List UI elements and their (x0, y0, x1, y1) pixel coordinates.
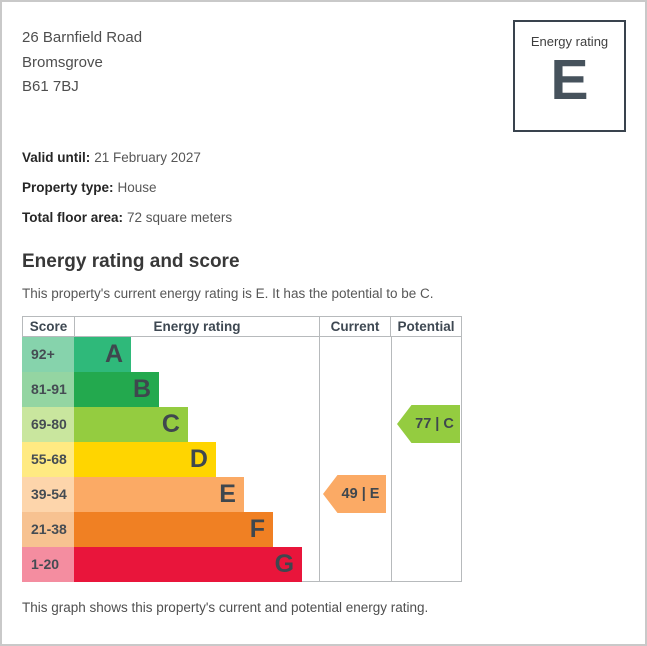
epc-band-bar-c: C (74, 406, 188, 442)
header-score: Score (29, 318, 68, 334)
epc-band-letter: E (219, 479, 236, 508)
epc-band-bar-g: G (74, 546, 303, 582)
detail-floor-area: Total floor area: 72 square meters (22, 210, 626, 226)
epc-band-letter: A (105, 339, 124, 368)
energy-rating-box-value: E (550, 48, 589, 112)
epc-bar-track: E (74, 476, 320, 512)
epc-band-letter: B (133, 374, 152, 403)
epc-band-letter: G (274, 549, 295, 578)
epc-band-row: 69-80 C (22, 406, 461, 442)
potential-column-divider (391, 336, 392, 581)
detail-label: Total floor area: (22, 209, 124, 225)
epc-band-letter: D (189, 444, 208, 473)
header-current: Current (319, 316, 390, 336)
detail-value: 72 square meters (127, 209, 233, 225)
epc-band-row: 39-54 E (22, 476, 461, 512)
epc-score-cell: 21-38 (22, 511, 74, 547)
epc-band-row: 81-91 B (22, 371, 461, 407)
detail-value: House (117, 179, 157, 195)
epc-band-row: 92+ A (22, 336, 461, 372)
epc-bar-track: A (74, 336, 320, 372)
epc-score-cell: 1-20 (22, 546, 74, 582)
key-details: Valid until: 21 February 2027 Property ty… (22, 150, 626, 226)
energy-rating-box-label: Energy rating (530, 34, 609, 49)
current-rating-arrow: 49 | E (323, 475, 386, 513)
epc-band-bar-d: D (74, 441, 216, 477)
detail-valid-until: Valid until: 21 February 2027 (22, 150, 626, 166)
section-description: This property's current energy rating is… (22, 285, 434, 301)
property-address: 26 Barnfield Road Bromsgrove B61 7BJ (22, 2, 626, 100)
epc-band-row: 1-20 G (22, 546, 461, 582)
epc-band-letter: F (249, 514, 265, 543)
epc-band-bar-a: A (74, 336, 132, 372)
epc-band-letter: C (161, 409, 180, 438)
epc-band-bar-b: B (74, 371, 160, 407)
chart-caption: This graph shows this property's current… (22, 599, 429, 615)
epc-bar-track: G (74, 546, 320, 582)
epc-band-bar-e: E (74, 476, 244, 512)
section-title: Energy rating and score (22, 250, 240, 272)
potential-rating-arrow: 77 | C (397, 405, 460, 443)
epc-score-cell: 39-54 (22, 476, 74, 512)
epc-chart-header: Score Energy rating Current Potential (22, 315, 462, 337)
detail-label: Property type: (22, 179, 114, 195)
energy-rating-box: Energy rating E (513, 20, 626, 132)
epc-score-cell: 69-80 (22, 406, 74, 442)
address-line-3: B61 7BJ (22, 78, 79, 95)
epc-bar-track: C (74, 406, 320, 442)
epc-bar-track: D (74, 441, 320, 477)
epc-bar-track: B (74, 371, 320, 407)
epc-band-row: 21-38 F (22, 511, 461, 547)
address-line-2: Bromsgrove (22, 53, 103, 71)
epc-chart-body: 92+ A 81-91 B 69-80 C 55-68 D 39-54 E 21-38 F 1-20 G 4… (22, 336, 462, 582)
detail-label: Valid until: (22, 149, 91, 165)
header-energy-rating: Energy rating (74, 316, 319, 336)
epc-score-cell: 92+ (22, 336, 74, 372)
detail-property-type: Property type: House (22, 180, 626, 196)
epc-bar-track: F (74, 511, 320, 547)
detail-value: 21 February 2027 (94, 149, 201, 165)
epc-score-cell: 81-91 (22, 371, 74, 407)
epc-chart: Score Energy rating Current Potential 92… (22, 315, 462, 582)
header-potential: Potential (390, 316, 461, 336)
epc-score-cell: 55-68 (22, 441, 74, 477)
epc-band-bar-f: F (74, 511, 273, 547)
current-column-divider (319, 336, 320, 581)
epc-band-row: 55-68 D (22, 441, 461, 477)
address-line-1: 26 Barnfield Road (22, 29, 143, 46)
